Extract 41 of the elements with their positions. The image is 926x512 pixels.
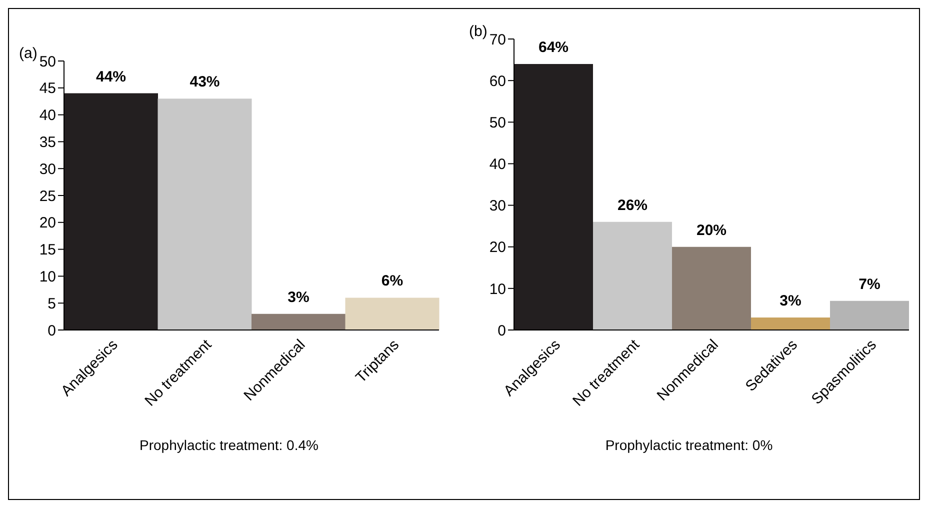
y-tick-label: 5 bbox=[48, 295, 56, 312]
bar bbox=[158, 98, 252, 330]
y-tick-label: 20 bbox=[39, 214, 56, 232]
data-label: 44% bbox=[96, 68, 126, 86]
data-label: 43% bbox=[190, 74, 220, 91]
bar bbox=[514, 64, 593, 330]
data-label: 6% bbox=[381, 272, 404, 290]
y-tick-label: 25 bbox=[39, 188, 56, 205]
chart-title: (a) bbox=[19, 45, 38, 62]
y-tick-label: 15 bbox=[39, 242, 56, 259]
bar bbox=[593, 222, 672, 330]
text: Prophylactic treatment: 0.4% bbox=[138, 437, 320, 453]
chart-title: (b) bbox=[469, 23, 488, 40]
bar bbox=[751, 318, 830, 330]
data-label: 20% bbox=[696, 222, 727, 239]
data-label: 3% bbox=[288, 288, 310, 306]
data-label: 26% bbox=[617, 196, 648, 214]
data-label: 64% bbox=[538, 38, 569, 56]
y-tick-label: 10 bbox=[39, 268, 56, 286]
y-tick-label: 40 bbox=[39, 107, 56, 124]
data-label: 3% bbox=[780, 292, 802, 310]
y-tick-label: 10 bbox=[489, 280, 506, 298]
bar bbox=[830, 300, 909, 330]
y-tick-label: 0 bbox=[48, 322, 56, 340]
y-tick-label: 30 bbox=[489, 198, 506, 215]
bar bbox=[64, 93, 158, 330]
y-tick-label: 35 bbox=[39, 134, 56, 152]
y-tick-label: 50 bbox=[39, 53, 56, 70]
y-tick-label: 50 bbox=[489, 114, 506, 132]
y-tick-label: 0 bbox=[498, 322, 506, 340]
y-tick-label: 20 bbox=[489, 239, 506, 256]
y-tick-label: 45 bbox=[39, 80, 56, 98]
bar bbox=[672, 246, 751, 330]
data-label: 7% bbox=[858, 276, 880, 293]
y-tick-label: 60 bbox=[489, 72, 506, 90]
text: Prophylactic treatment: 0% bbox=[604, 437, 774, 453]
y-tick-label: 30 bbox=[39, 160, 56, 178]
y-tick-label: 70 bbox=[489, 31, 506, 48]
bar bbox=[345, 298, 440, 330]
bar bbox=[252, 314, 346, 330]
y-tick-label: 40 bbox=[489, 156, 506, 174]
